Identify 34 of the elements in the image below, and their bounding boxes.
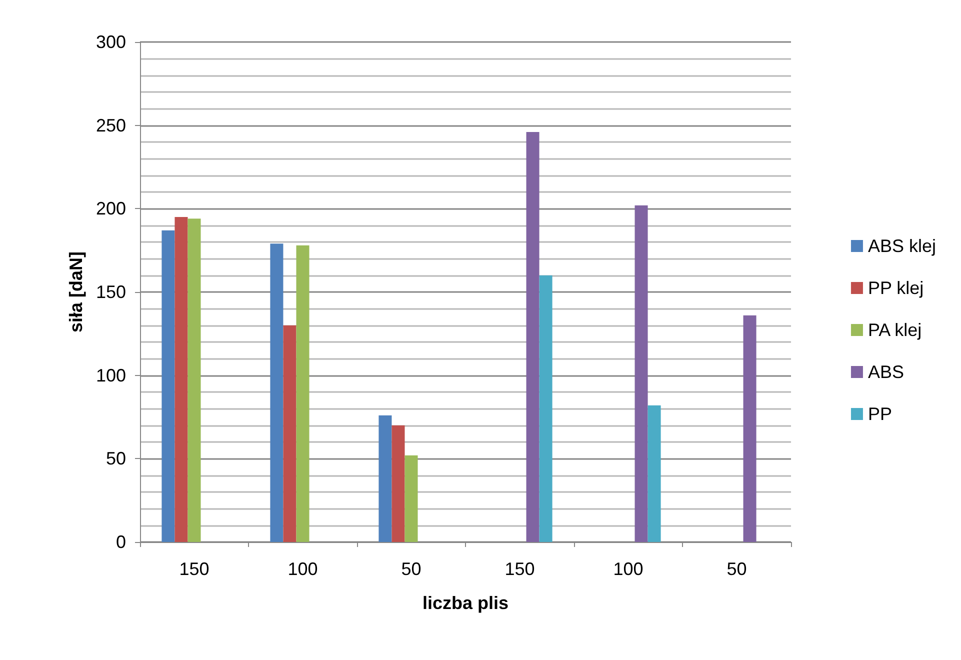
bar [378, 415, 392, 542]
bar [743, 315, 756, 542]
bar [283, 325, 296, 542]
bar [188, 218, 201, 542]
x-tick-label: 150 [179, 559, 210, 579]
y-tick-label: 250 [96, 115, 126, 136]
legend-label: PA klej [868, 320, 922, 340]
legend-label: PP klej [868, 278, 924, 298]
bar [539, 275, 552, 542]
y-tick-label: 300 [96, 32, 126, 52]
legend-label: ABS [868, 362, 904, 382]
bar [404, 455, 418, 542]
legend-label: ABS klej [868, 236, 936, 256]
bar [526, 132, 540, 542]
bar [174, 217, 188, 542]
x-tick-label: 50 [726, 559, 747, 579]
x-tick-label: 50 [401, 559, 422, 579]
bar [392, 425, 405, 542]
y-tick-label: 0 [116, 532, 126, 552]
bar [162, 230, 175, 542]
x-tick-label: 150 [504, 559, 535, 579]
bar [270, 244, 284, 542]
y-tick-label: 200 [96, 198, 126, 219]
x-tick-label: 100 [288, 559, 318, 579]
x-tick-label: 100 [613, 559, 644, 579]
y-tick-label: 100 [96, 365, 126, 386]
x-axis-title: liczba plis [422, 593, 509, 613]
y-tick-label: 50 [106, 448, 126, 469]
bar [648, 405, 661, 542]
y-tick-label: 150 [96, 282, 126, 302]
bar [634, 205, 648, 542]
y-axis-title: siła [daN] [66, 251, 86, 333]
legend-label: PP [868, 404, 892, 424]
bar [296, 245, 310, 542]
